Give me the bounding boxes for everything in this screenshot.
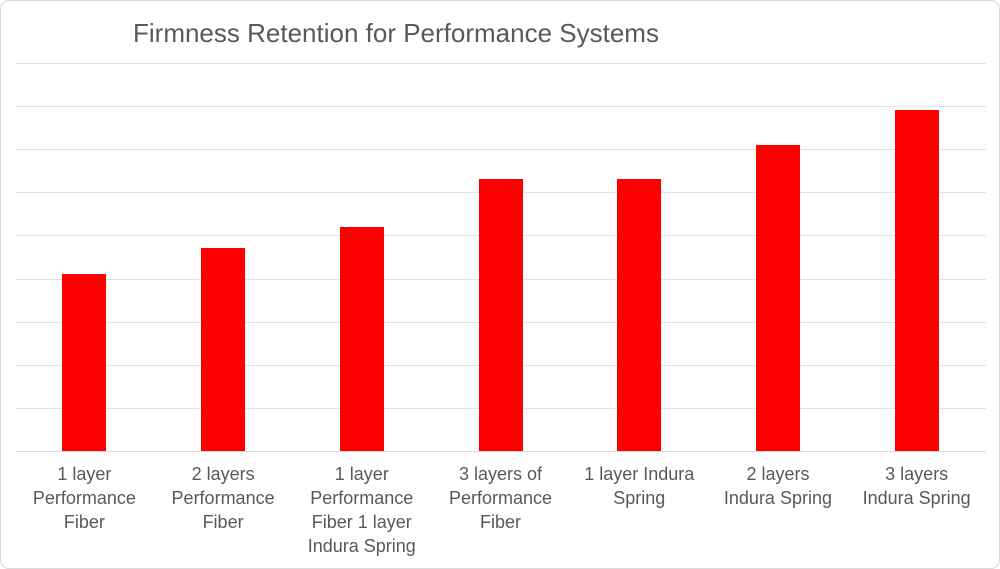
x-axis-label-text: 2 layers Indura Spring <box>723 464 832 508</box>
x-axis-label-text: 2 layers Performance Fiber <box>171 464 275 532</box>
x-axis-labels: 1 layer Performance Fiber 2 layers Perfor… <box>15 462 986 558</box>
plot-area <box>15 63 986 452</box>
x-axis-label: 1 layer Performance Fiber <box>15 462 154 558</box>
bar <box>62 274 107 451</box>
x-axis-label: 2 layers Indura Spring <box>709 462 848 558</box>
x-axis-label: 1 layer Performance Fiber 1 layer Indura… <box>292 462 431 558</box>
x-axis-label: 3 layers of Performance Fiber <box>431 462 570 558</box>
chart-title: Firmness Retention for Performance Syste… <box>133 18 659 48</box>
bar-column <box>431 63 570 451</box>
bar-column <box>154 63 293 451</box>
gridline <box>15 149 986 151</box>
bar-column <box>15 63 154 451</box>
bar-column <box>292 63 431 451</box>
bar-series <box>15 63 986 451</box>
x-axis-label-text: 3 layers of Performance Fiber <box>448 464 553 532</box>
x-axis-label-text: 1 layer Performance Fiber 1 layer Indura… <box>307 464 416 556</box>
x-axis-label-text: 1 layer Indura Spring <box>584 464 695 508</box>
bar <box>755 144 800 451</box>
bar-column <box>847 63 986 451</box>
bar-column <box>570 63 709 451</box>
x-axis-label-text: 3 layers Indura Spring <box>862 464 971 508</box>
x-axis-label-text: 1 layer Performance Fiber <box>32 464 136 532</box>
bar <box>617 179 662 451</box>
bar <box>478 179 523 451</box>
bar <box>894 110 939 451</box>
bar <box>339 226 384 451</box>
x-axis-label: 1 layer Indura Spring <box>570 462 709 558</box>
gridline <box>15 63 986 64</box>
gridline <box>15 106 986 108</box>
bar-column <box>709 63 848 451</box>
bar <box>201 248 246 451</box>
x-axis-label: 2 layers Performance Fiber <box>154 462 293 558</box>
x-axis-label: 3 layers Indura Spring <box>847 462 986 558</box>
